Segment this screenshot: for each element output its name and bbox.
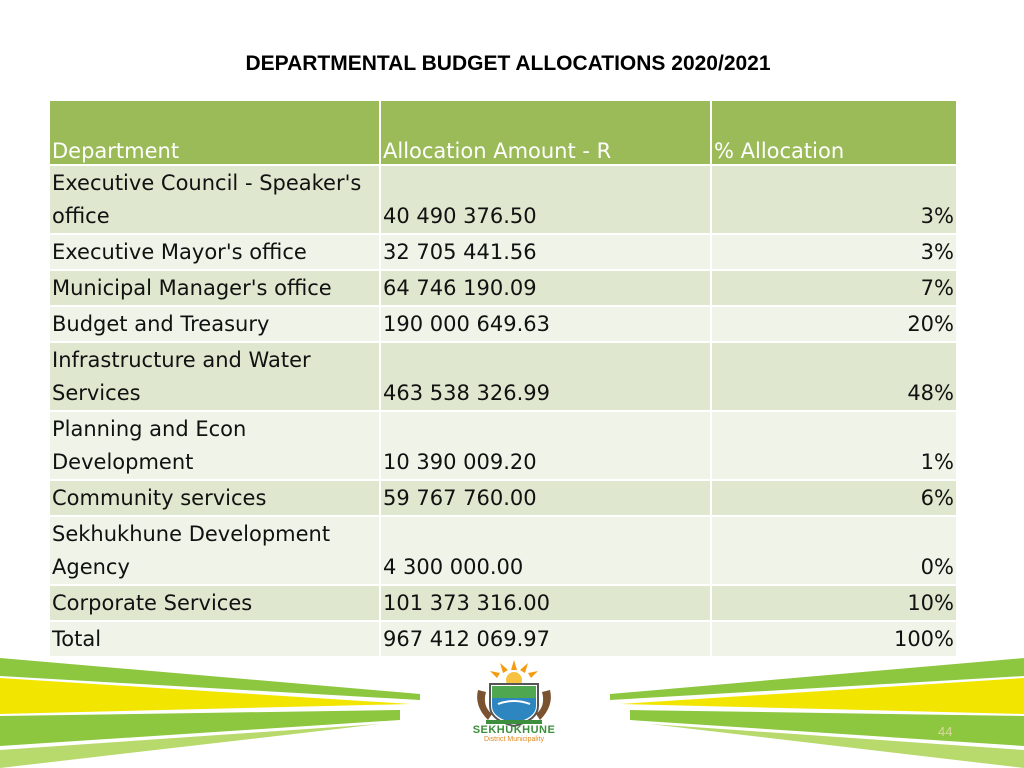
- department-cell: Planning and Econ Development: [50, 411, 381, 481]
- department-cell: Budget and Treasury: [50, 306, 381, 343]
- amount-cell: 40 490 376.50: [380, 165, 712, 235]
- percent-cell: 6%: [711, 480, 956, 517]
- logo-name: SEKHUKHUNE: [472, 724, 556, 736]
- amount-cell: 463 538 326.99: [380, 342, 712, 412]
- percent-cell: 1%: [711, 411, 956, 481]
- table-row: Infrastructure and Water Services 463 53…: [50, 342, 956, 412]
- column-header-percent: % Allocation: [711, 101, 956, 166]
- budget-table: Department Allocation Amount - R % Alloc…: [50, 101, 956, 658]
- footer-stripes: [0, 658, 1024, 768]
- percent-cell: 0%: [711, 516, 956, 586]
- amount-cell: 32 705 441.56: [380, 234, 712, 271]
- amount-cell: 967 412 069.97: [380, 621, 712, 658]
- column-header-amount: Allocation Amount - R: [380, 101, 712, 166]
- table-row: Executive Mayor's office 32 705 441.56 3…: [50, 234, 956, 271]
- table-row: Community services 59 767 760.00 6%: [50, 480, 956, 517]
- logo-subtitle: District Municipality: [484, 736, 544, 743]
- percent-cell: 3%: [711, 234, 956, 271]
- percent-cell: 20%: [711, 306, 956, 343]
- department-cell: Executive Mayor's office: [50, 234, 381, 271]
- amount-cell: 10 390 009.20: [380, 411, 712, 481]
- table-row: Planning and Econ Development 10 390 009…: [50, 411, 956, 481]
- amount-cell: 101 373 316.00: [380, 585, 712, 622]
- amount-cell: 64 746 190.09: [380, 270, 712, 307]
- amount-cell: 190 000 649.63: [380, 306, 712, 343]
- department-cell: Sekhukhune Development Agency: [50, 516, 381, 586]
- percent-cell: 10%: [711, 585, 956, 622]
- logo-text: SEKHUKHUNE District Municipality: [462, 724, 566, 743]
- amount-cell: 59 767 760.00: [380, 480, 712, 517]
- municipality-crest-logo: [477, 660, 551, 728]
- amount-cell: 4 300 000.00: [380, 516, 712, 586]
- table-row: Executive Council - Speaker's office 40 …: [50, 165, 956, 235]
- department-cell: Executive Council - Speaker's office: [50, 165, 381, 235]
- table-row: Corporate Services 101 373 316.00 10%: [50, 585, 956, 622]
- department-cell: Community services: [50, 480, 381, 517]
- percent-cell: 3%: [711, 165, 956, 235]
- department-cell: Municipal Manager's office: [50, 270, 381, 307]
- department-cell: Corporate Services: [50, 585, 381, 622]
- table-row: Budget and Treasury 190 000 649.63 20%: [50, 306, 956, 343]
- page-number: 44: [938, 724, 953, 739]
- department-cell: Total: [50, 621, 381, 658]
- percent-cell: 100%: [711, 621, 956, 658]
- percent-cell: 48%: [711, 342, 956, 412]
- column-header-department: Department: [50, 101, 381, 166]
- table-row: Sekhukhune Development Agency 4 300 000.…: [50, 516, 956, 586]
- department-cell: Infrastructure and Water Services: [50, 342, 381, 412]
- total-row: Total 967 412 069.97 100%: [50, 621, 956, 658]
- table-header-row: Department Allocation Amount - R % Alloc…: [50, 101, 956, 166]
- table-row: Municipal Manager's office 64 746 190.09…: [50, 270, 956, 307]
- percent-cell: 7%: [711, 270, 956, 307]
- page-title: DEPARTMENTAL BUDGET ALLOCATIONS 2020/202…: [245, 52, 771, 75]
